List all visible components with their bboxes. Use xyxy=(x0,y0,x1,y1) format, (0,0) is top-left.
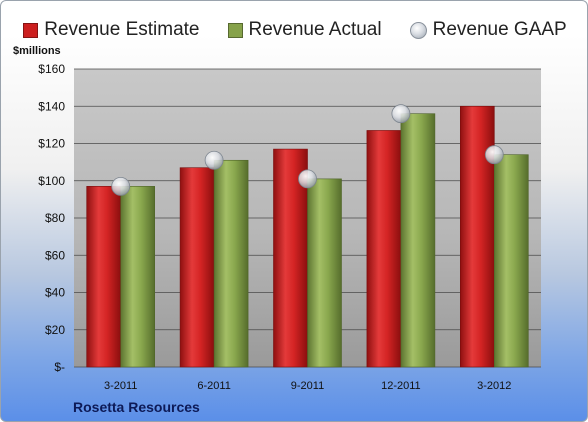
gaap-points xyxy=(111,104,504,196)
legend-actual-label: Revenue Actual xyxy=(248,19,382,40)
legend: Revenue Estimate Revenue Actual Revenue … xyxy=(1,15,587,45)
x-tick-label: 6-2011 xyxy=(197,380,230,392)
bar-revenue-actual xyxy=(307,178,342,368)
bar-revenue-actual xyxy=(213,159,249,368)
bar-revenue-estimate xyxy=(179,167,215,368)
legend-gaap-label: Revenue GAAP xyxy=(432,19,567,40)
company-name: Rosetta Resources xyxy=(73,399,200,415)
point-revenue-gaap xyxy=(484,145,504,165)
bar-revenue-actual xyxy=(120,186,155,368)
point-revenue-gaap xyxy=(204,150,224,170)
x-tick-label: 3-2012 xyxy=(477,380,511,392)
y-tick-label: $100 xyxy=(38,174,65,188)
x-tick-label: 3-2011 xyxy=(104,380,137,392)
y-tick-label: $- xyxy=(54,360,65,374)
point-revenue-gaap xyxy=(298,169,317,189)
y-tick-label: $40 xyxy=(45,286,65,300)
estimate-swatch xyxy=(23,22,39,38)
bars xyxy=(86,105,529,368)
bar-revenue-estimate xyxy=(366,130,402,368)
bar-revenue-actual xyxy=(493,154,529,368)
y-tick-label: $160 xyxy=(38,62,65,76)
x-tick-label: 12-2011 xyxy=(381,380,421,392)
legend-item-gaap: Revenue GAAP xyxy=(409,19,567,41)
unit-label: $millions xyxy=(13,45,61,57)
gaap-swatch xyxy=(409,21,427,39)
actual-swatch xyxy=(227,22,243,38)
y-tick-label: $140 xyxy=(38,99,65,113)
y-tick-label: $20 xyxy=(45,323,65,337)
x-tick-label: 9-2011 xyxy=(291,380,324,392)
y-tick-label: $60 xyxy=(45,248,65,262)
bar-revenue-estimate xyxy=(86,186,121,368)
bar-revenue-actual xyxy=(400,113,436,368)
bar-revenue-estimate xyxy=(459,105,495,368)
y-tick-label: $80 xyxy=(45,211,65,225)
point-revenue-gaap xyxy=(111,176,131,196)
legend-estimate-label: Revenue Estimate xyxy=(44,19,200,40)
y-axis-ticks: $- $20 $40 $60 $80 $100 $120 $140 $160 xyxy=(38,62,65,374)
point-revenue-gaap xyxy=(391,104,411,124)
y-tick-label: $120 xyxy=(38,137,65,151)
legend-item-actual: Revenue Actual xyxy=(227,19,382,41)
legend-item-estimate: Revenue Estimate xyxy=(23,19,200,41)
x-axis-ticks: 3-2011 6-2011 9-2011 12-2011 3-2012 xyxy=(104,380,511,392)
